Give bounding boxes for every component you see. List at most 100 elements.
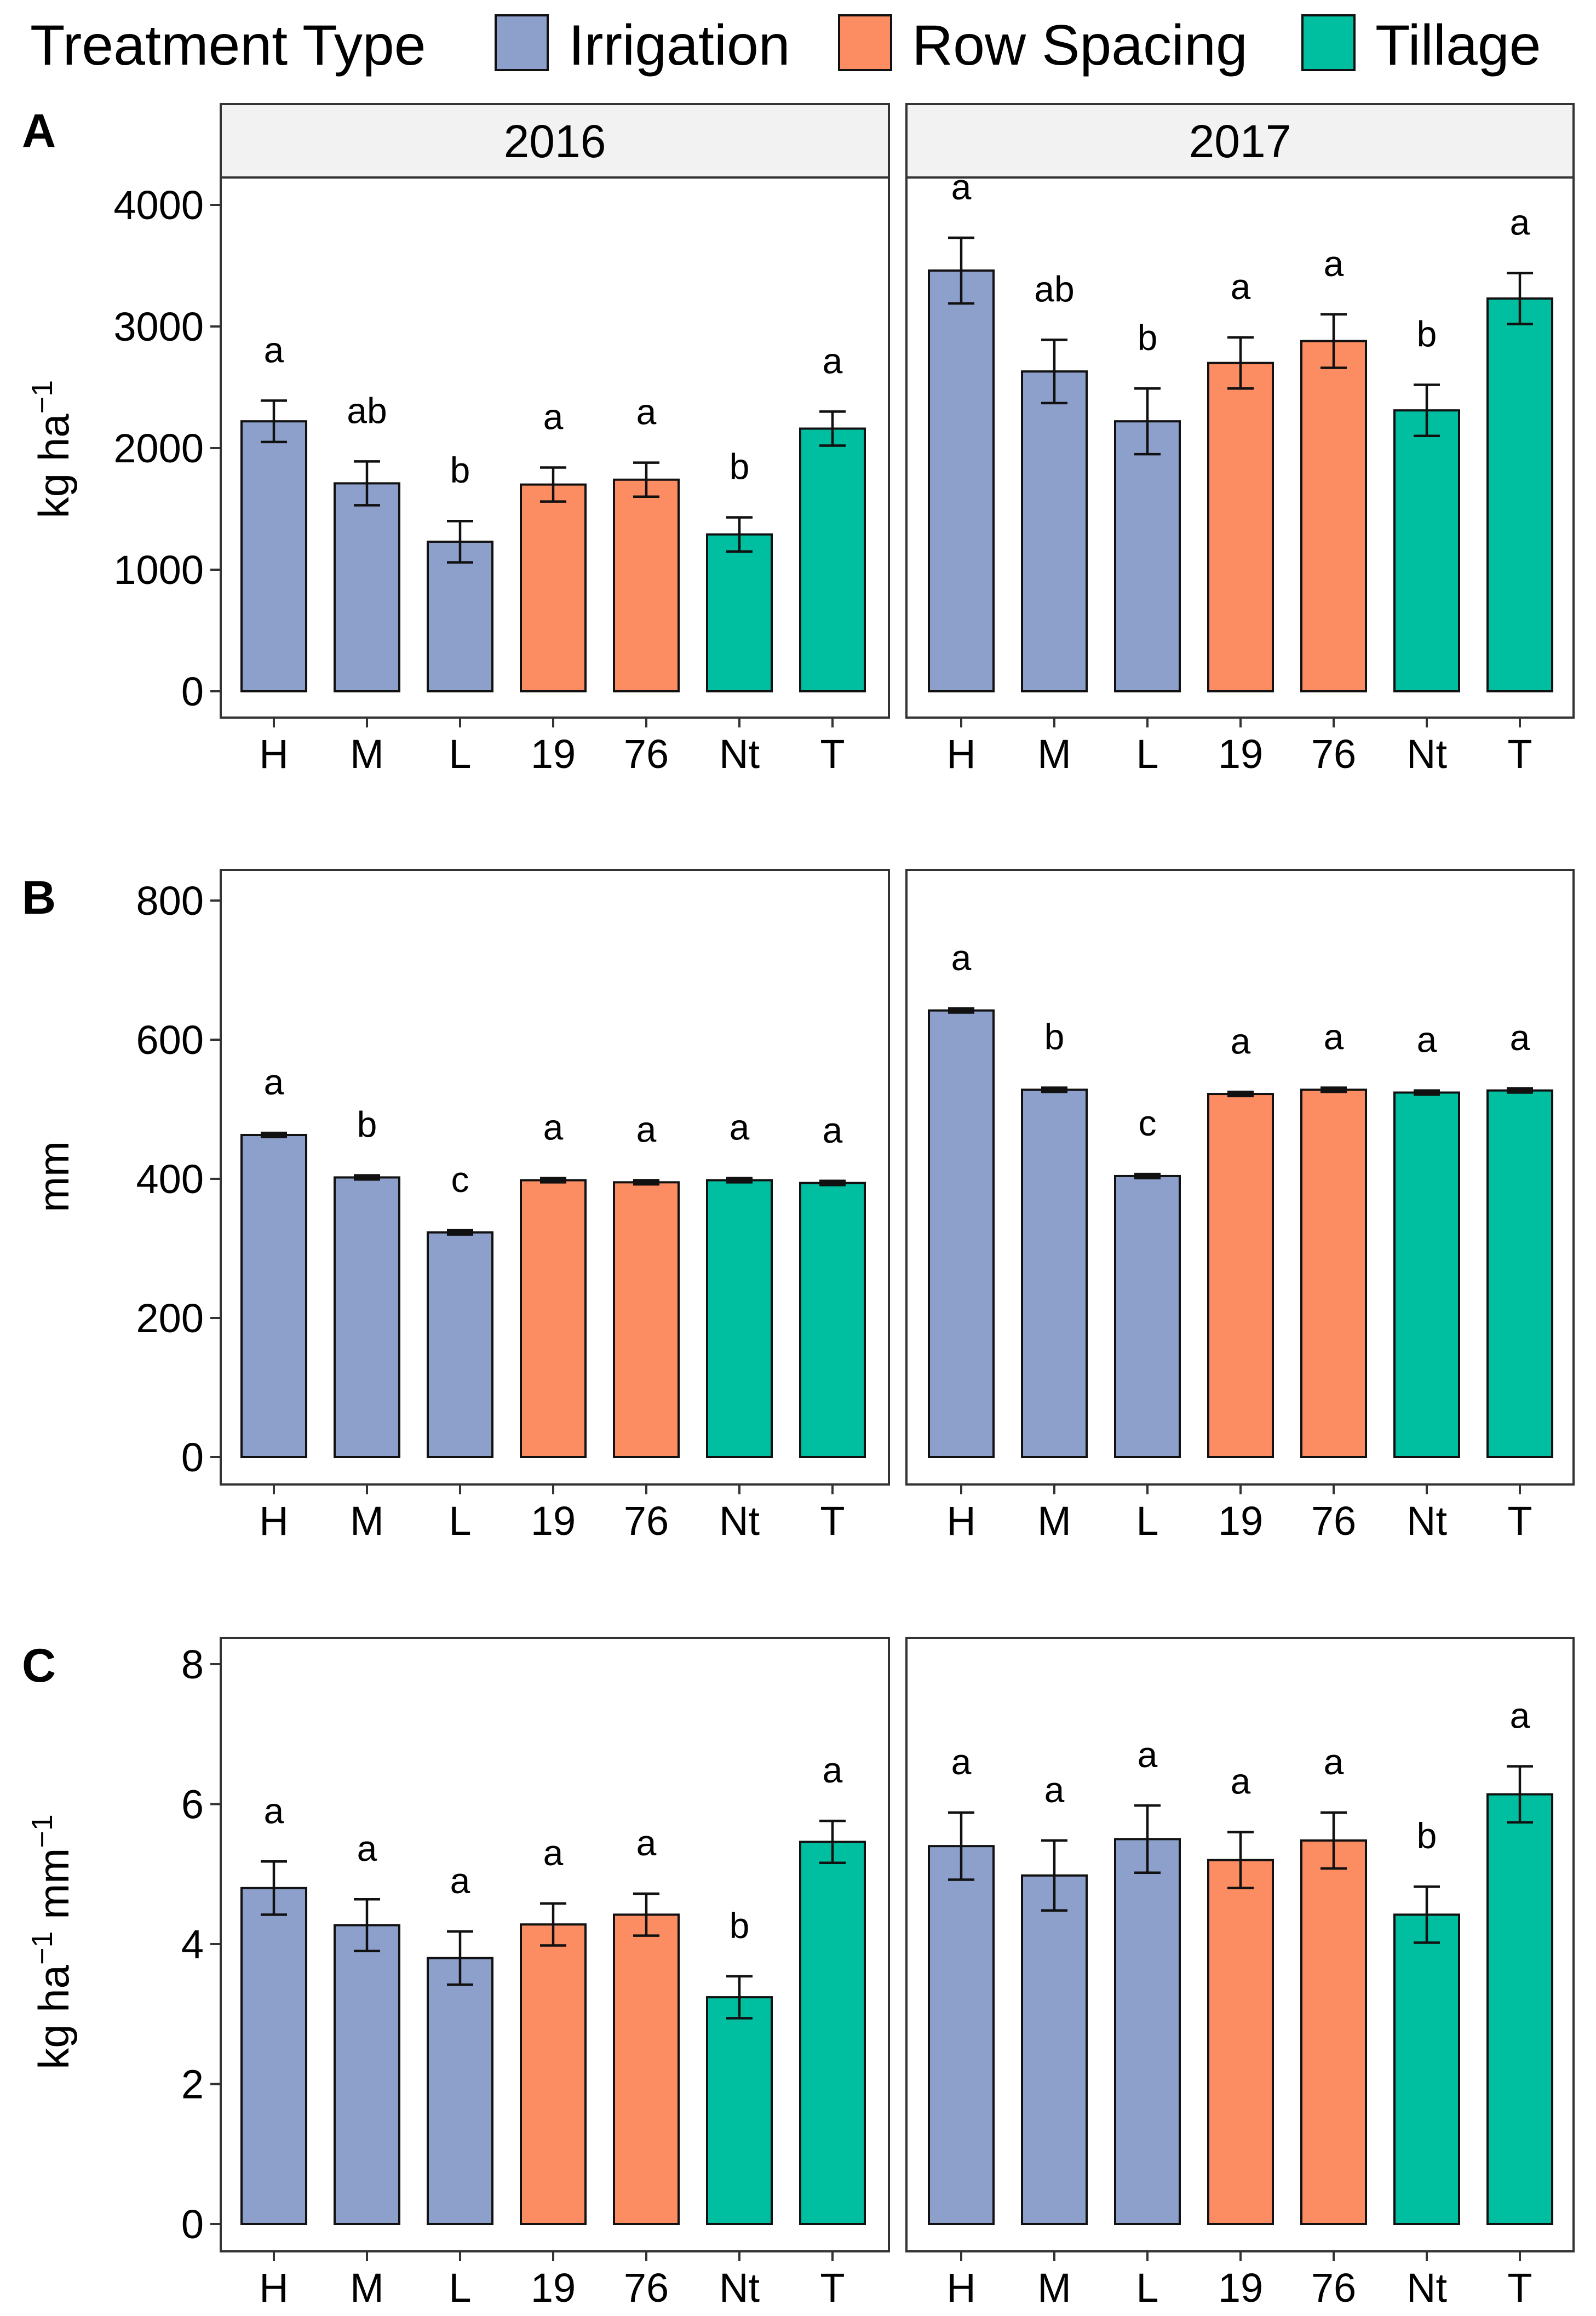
error-bar-b-2017-76: [1321, 1086, 1347, 1093]
sig-label-b-2017-l: c: [1139, 1103, 1157, 1143]
error-bar-b-2017-m: [1041, 1086, 1067, 1093]
bar-b-2017-19: [1207, 1093, 1274, 1459]
panel-letter-c: C: [22, 1639, 56, 1692]
error-bar-a-2016-l: [447, 519, 473, 564]
panel-a-2016: a Hab Mb La 19 a 76 b Nt a T: [220, 176, 890, 777]
y-axis-title-b: mm: [30, 1141, 78, 1212]
y-tick-label-b-4: 800: [136, 878, 204, 924]
x-tick-label-c-2017-76: 76: [1311, 2265, 1356, 2311]
panel-border-a-2016: [220, 176, 890, 719]
x-tick-label-c-2016-m: M: [350, 2265, 384, 2311]
error-bar-c-2017-nt: [1414, 1885, 1440, 1944]
x-tick-label-b-2017-nt: Nt: [1406, 1498, 1447, 1544]
x-tick-label-c-2017-19: 19: [1218, 2265, 1263, 2311]
error-bar-a-2017-nt: [1414, 383, 1440, 438]
error-bar-a-2017-76: [1321, 313, 1347, 369]
x-tick-label-c-2016-t: T: [820, 2265, 845, 2311]
error-bar-c-2017-l: [1134, 1804, 1161, 1874]
error-bar-c-2016-m: [354, 1897, 380, 1953]
y-tick-label-b-3: 600: [136, 1017, 204, 1063]
bar-b-2017-76: [1300, 1088, 1367, 1458]
sig-label-c-2017-nt: b: [1417, 1815, 1437, 1856]
error-bar-b-2016-l: [447, 1229, 473, 1236]
error-bar-a-2017-19: [1227, 336, 1254, 390]
sig-label-a-2017-nt: b: [1417, 314, 1437, 354]
bar-a-2017-l: [1114, 420, 1181, 692]
error-bar-a-2016-nt: [726, 516, 753, 553]
legend-label-tillage: Tillage: [1375, 14, 1541, 77]
error-bar-a-2017-t: [1507, 272, 1533, 325]
bar-c-2016-nt: [706, 1996, 773, 2226]
x-tick-label-a-2017-m: M: [1037, 731, 1071, 777]
y-tick-label-a-3: 3000: [113, 304, 204, 349]
bar-a-2016-m: [334, 482, 400, 692]
sig-label-c-2017-76: a: [1324, 1741, 1344, 1782]
sig-label-b-2016-t: a: [823, 1110, 843, 1150]
y-tick-label-c-3: 6: [181, 1782, 204, 1827]
x-tick-label-c-2016-nt: Nt: [719, 2265, 760, 2311]
bar-a-2017-19: [1207, 362, 1274, 692]
x-tick-label-c-2016-76: 76: [624, 2265, 669, 2311]
bar-c-2017-l: [1114, 1838, 1181, 2225]
bar-a-2017-h: [928, 269, 995, 692]
sig-label-c-2016-76: a: [636, 1822, 657, 1863]
bar-b-2016-m: [334, 1176, 400, 1458]
sig-label-c-2016-h: a: [264, 1790, 284, 1831]
y-tick-label-b-1: 200: [136, 1295, 204, 1341]
panel-letter-b: B: [22, 872, 56, 924]
y-tick-label-c-2: 4: [181, 1922, 204, 1967]
x-tick-label-b-2017-19: 19: [1218, 1498, 1263, 1544]
x-tick-label-a-2016-76: 76: [624, 731, 669, 777]
bar-a-2016-l: [427, 540, 493, 692]
bar-b-2017-t: [1486, 1089, 1553, 1458]
sig-label-b-2017-m: b: [1044, 1017, 1065, 1057]
panel-b-2016: a Hb Mc La 19 a 76 a Nt a T: [220, 869, 890, 1544]
legend-key-row-spacing: [838, 14, 892, 71]
bar-a-2017-m: [1021, 370, 1088, 692]
error-bar-b-2017-nt: [1414, 1089, 1440, 1096]
sig-label-a-2017-h: a: [951, 167, 972, 207]
error-bar-a-2017-h: [948, 236, 974, 305]
y-tick-label-b-0: 0: [181, 1435, 204, 1480]
error-bar-b-2016-t: [819, 1179, 846, 1186]
error-bar-c-2016-19: [540, 1902, 566, 1947]
y-tick-label-c-1: 2: [181, 2062, 204, 2107]
y-tick-label-a-1: 1000: [113, 547, 204, 593]
x-tick-label-b-2017-l: L: [1136, 1498, 1158, 1544]
legend-label-irrigation: Irrigation: [569, 14, 790, 77]
error-bar-a-2017-m: [1041, 339, 1067, 405]
sig-label-c-2016-19: a: [543, 1832, 564, 1873]
facet-strip-label-2016: 2016: [504, 116, 606, 167]
x-tick-label-b-2016-l: L: [449, 1498, 471, 1544]
error-bar-c-2016-l: [447, 1930, 473, 1986]
sig-label-a-2016-m: ab: [347, 390, 387, 431]
error-bar-b-2016-m: [354, 1174, 380, 1181]
y-tick-label-a-2: 2000: [113, 426, 204, 471]
sig-label-c-2017-h: a: [951, 1741, 972, 1782]
x-tick-label-b-2017-m: M: [1037, 1498, 1071, 1544]
bar-b-2016-19: [520, 1179, 587, 1459]
bar-b-2016-nt: [706, 1179, 773, 1459]
y-tick-label-b-2: 400: [136, 1156, 204, 1202]
error-bar-b-2016-76: [633, 1179, 659, 1186]
x-tick-label-c-2016-l: L: [449, 2265, 471, 2311]
sig-label-a-2016-l: b: [450, 450, 470, 490]
sig-label-c-2016-nt: b: [730, 1905, 750, 1946]
x-tick-label-b-2016-t: T: [820, 1498, 845, 1544]
bar-b-2016-t: [799, 1182, 866, 1459]
x-tick-label-a-2017-19: 19: [1218, 731, 1263, 777]
error-bar-c-2017-h: [948, 1811, 974, 1881]
sig-label-a-2017-76: a: [1324, 243, 1344, 284]
y-axis-title-c-unit2: mm: [30, 1848, 78, 1931]
bar-a-2017-nt: [1393, 409, 1460, 692]
bar-c-2016-h: [240, 1887, 307, 2226]
bar-c-2017-nt: [1393, 1913, 1460, 2225]
legend-label-row-spacing: Row Spacing: [912, 14, 1248, 77]
y-axis-title-a-unit: kg ha: [30, 414, 78, 518]
y-tick-label-a-0: 0: [181, 669, 204, 714]
y-axis-title-a-exponent: −1: [26, 380, 59, 414]
sig-label-c-2017-l: a: [1138, 1734, 1158, 1775]
sig-label-b-2016-l: c: [451, 1159, 469, 1200]
x-tick-label-c-2016-h: H: [259, 2265, 288, 2311]
sig-label-c-2016-l: a: [450, 1860, 470, 1901]
